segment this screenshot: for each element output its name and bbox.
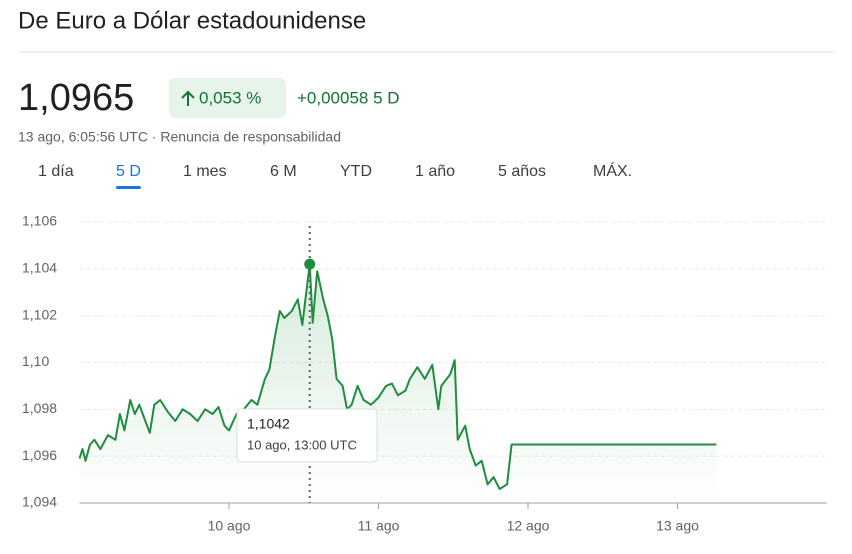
y-tick-label: 1,102 [22, 306, 57, 322]
y-tick-label: 1,096 [22, 447, 57, 463]
tab[interactable]: 1 día [38, 163, 74, 180]
change-chip [169, 78, 286, 118]
change-percent: 0,053 % [199, 88, 261, 107]
price: 1,0965 [18, 77, 134, 119]
title: De Euro a Dólar estadounidense [18, 7, 366, 34]
up-arrow [181, 90, 195, 106]
tab[interactable]: 5 años [498, 163, 546, 180]
x-tick-label: 11 ago [358, 518, 400, 534]
price-line [78, 263, 717, 490]
tab[interactable]: MÁX. [593, 161, 632, 180]
tab-underline [116, 186, 141, 189]
tooltip-date: 10 ago, 13:00 UTC [247, 437, 357, 452]
y-tick-label: 1,106 [22, 213, 57, 229]
tab[interactable]: 6 M [270, 163, 297, 180]
y-tick-label: 1,104 [22, 260, 57, 276]
tooltip-box [236, 408, 378, 463]
y-tick-label: 1,098 [22, 400, 57, 416]
tab[interactable]: 1 mes [183, 163, 227, 180]
y-tick-label: 1,094 [22, 494, 57, 510]
hover-point [304, 258, 316, 270]
area-fill [79, 264, 717, 503]
x-tick-label: 10 ago [208, 518, 251, 534]
timestamp: 13 ago, 6:05:56 UTC · Renuncia de respon… [18, 129, 341, 145]
tab[interactable]: YTD [340, 163, 372, 180]
y-tick-label: 1,10 [22, 353, 49, 369]
change-period: +0,00058 5 D [297, 88, 400, 107]
chart: 1,094 1,096 1,098 1,10 1,102 1,104 1,106 10 ago… [22, 213, 827, 534]
tooltip-value: 1,1042 [247, 416, 290, 432]
x-tick-label: 13 ago [656, 518, 699, 534]
tab[interactable]: 5 D [116, 163, 141, 180]
tabs: 1 día 5 D 1 mes 6 M YTD 1 año 5 años MÁX. [38, 161, 632, 189]
x-tick-label: 12 ago [507, 518, 550, 534]
tab[interactable]: 1 año [415, 163, 455, 180]
